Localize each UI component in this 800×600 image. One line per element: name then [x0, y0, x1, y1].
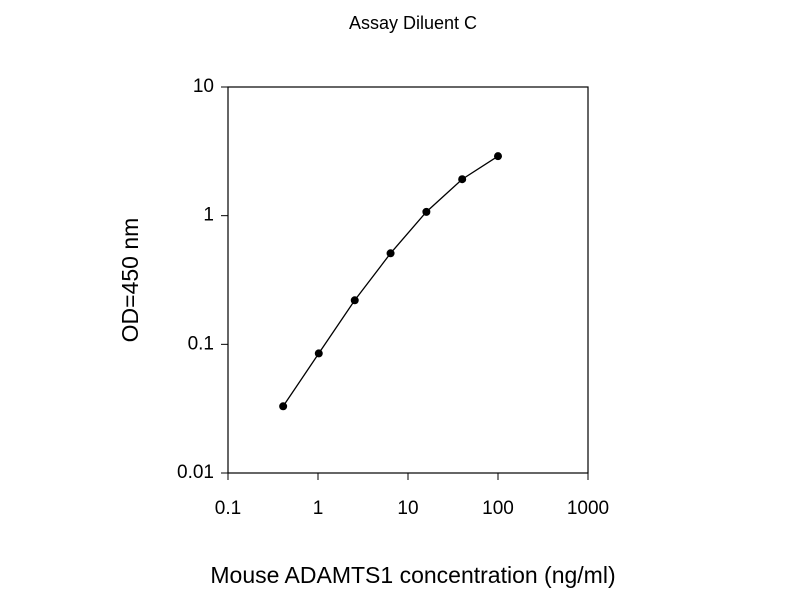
- x-axis-label: Mouse ADAMTS1 concentration (ng/ml): [210, 562, 615, 588]
- data-point: [314, 349, 323, 358]
- y-tick-label: 0.1: [188, 333, 214, 354]
- data-point: [279, 402, 288, 411]
- data-point: [350, 296, 359, 305]
- data-point: [494, 152, 502, 161]
- x-tick-label: 100: [482, 498, 514, 519]
- data-point: [422, 207, 431, 216]
- y-axis-label: OD=450 nm: [117, 218, 143, 343]
- chart-title: Assay Diluent C: [349, 13, 477, 33]
- y-tick-label: 1: [203, 205, 214, 226]
- x-tick-label: 10: [397, 498, 418, 519]
- y-tick-label: 0.01: [177, 462, 214, 483]
- x-tick-label: 1: [313, 498, 324, 519]
- y-tick-label: 10: [193, 76, 214, 97]
- data-point: [458, 175, 467, 184]
- data-point: [386, 249, 395, 258]
- x-tick-label: 0.1: [215, 498, 241, 519]
- x-tick-label: 1000: [567, 498, 609, 519]
